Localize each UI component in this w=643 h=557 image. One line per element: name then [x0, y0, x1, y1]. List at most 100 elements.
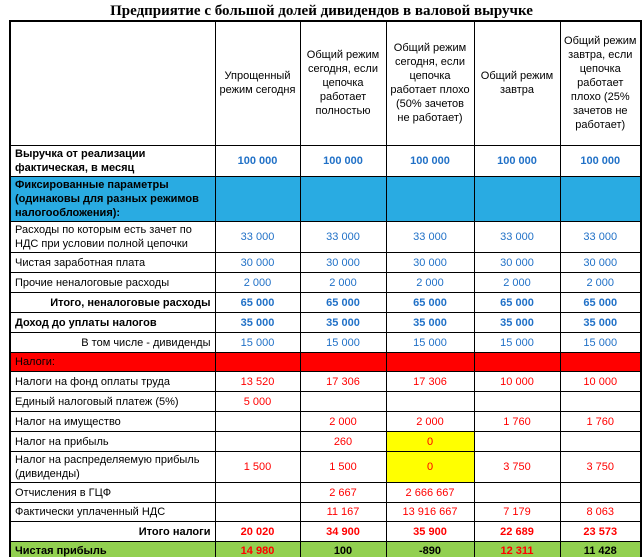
- value-cell: 35 900: [385, 521, 475, 543]
- table-row-property-tax: Налог на имущество 2 000 2 000 1 760 1 7…: [9, 411, 642, 433]
- value-cell: [214, 411, 301, 433]
- value-cell: [473, 482, 561, 504]
- row-label: Чистая заработная плата: [9, 252, 216, 274]
- value-cell: 3 750: [473, 451, 561, 484]
- column-header-general-today-full-chain: Общий режим сегодня, если цепочка работа…: [299, 20, 387, 146]
- data-table: Упрощенный режим сегодня Общий режим сег…: [9, 20, 642, 557]
- value-cell: 65 000: [385, 292, 475, 314]
- value-cell: 35 000: [299, 312, 387, 334]
- value-cell: 35 000: [214, 312, 301, 334]
- value-cell: 15 000: [559, 332, 642, 354]
- value-cell: 35 000: [559, 312, 642, 334]
- value-cell: 2 000: [214, 272, 301, 294]
- table-row-total-nontax-expenses: Итого, неналоговые расходы 65 000 65 000…: [9, 292, 642, 314]
- table-row-revenue: Выручка от реализации фактическая, в мес…: [9, 144, 642, 177]
- row-label: Налог на имущество: [9, 411, 216, 433]
- value-cell: [214, 482, 301, 504]
- value-cell: [299, 391, 387, 413]
- value-cell: 30 000: [385, 252, 475, 274]
- value-cell: 65 000: [559, 292, 642, 314]
- value-cell: 33 000: [473, 220, 561, 254]
- value-cell: 100 000: [559, 144, 642, 177]
- value-cell: 12 311: [473, 541, 561, 557]
- value-cell-highlighted: 0: [385, 451, 475, 484]
- value-cell: 100 000: [214, 144, 301, 177]
- value-cell: 23 573: [559, 521, 642, 543]
- value-cell: 2 666 667: [385, 482, 475, 504]
- value-cell: 17 306: [299, 371, 387, 393]
- value-cell: 22 689: [473, 521, 561, 543]
- column-header-simplified-today: Упрощенный режим сегодня: [214, 20, 301, 146]
- table-row-including-dividends: В том числе - дивиденды 15 000 15 000 15…: [9, 332, 642, 354]
- value-cell: 10 000: [559, 371, 642, 393]
- value-cell: [385, 175, 475, 222]
- value-cell: 15 000: [473, 332, 561, 354]
- value-cell: [473, 391, 561, 413]
- value-cell: 20 020: [214, 521, 301, 543]
- value-cell: 5 000: [214, 391, 301, 413]
- row-label: Итого, неналоговые расходы: [9, 292, 216, 314]
- value-cell: 33 000: [299, 220, 387, 254]
- value-cell: 15 000: [385, 332, 475, 354]
- value-cell: [214, 352, 301, 373]
- value-cell: 260: [299, 431, 387, 453]
- table-row-distributed-profit-tax: Налог на распределяемую прибыль (дивиден…: [9, 451, 642, 484]
- row-label: Доход до уплаты налогов: [9, 312, 216, 334]
- value-cell: [299, 175, 387, 222]
- value-cell: [214, 502, 301, 523]
- value-cell: 2 000: [299, 411, 387, 433]
- value-cell: 100: [299, 541, 387, 557]
- row-label: Единый налоговый платеж (5%): [9, 391, 216, 413]
- row-label: Итого налоги: [9, 521, 216, 543]
- value-cell: [214, 431, 301, 453]
- value-cell: [299, 352, 387, 373]
- value-cell: 35 000: [473, 312, 561, 334]
- value-cell: 3 750: [559, 451, 642, 484]
- table-row-fixed-params-header: Фиксированные параметры (одинаковы для р…: [9, 175, 642, 222]
- table-row-other-nontax-expenses: Прочие неналоговые расходы 2 000 2 000 2…: [9, 272, 642, 294]
- value-cell: 1 500: [299, 451, 387, 484]
- table-row-net-salary: Чистая заработная плата 30 000 30 000 30…: [9, 252, 642, 274]
- value-cell: [559, 482, 642, 504]
- value-cell: 13 520: [214, 371, 301, 393]
- value-cell: 2 000: [385, 411, 475, 433]
- row-label: Налоги на фонд оплаты труда: [9, 371, 216, 393]
- value-cell: 33 000: [559, 220, 642, 254]
- value-cell: 30 000: [214, 252, 301, 274]
- value-cell: 34 900: [299, 521, 387, 543]
- value-cell: 1 760: [473, 411, 561, 433]
- value-cell: 17 306: [385, 371, 475, 393]
- row-label: Фиксированные параметры (одинаковы для р…: [9, 175, 216, 222]
- value-cell: 1 500: [214, 451, 301, 484]
- value-cell: 100 000: [473, 144, 561, 177]
- value-cell: 10 000: [473, 371, 561, 393]
- row-label: Расходы по которым есть зачет по НДС при…: [9, 220, 216, 254]
- value-cell: [473, 352, 561, 373]
- table-row-actually-paid-vat: Фактически уплаченный НДС 11 167 13 916 …: [9, 502, 642, 523]
- value-cell: [385, 391, 475, 413]
- value-cell-highlighted: 0: [385, 431, 475, 453]
- row-label: Налог на распределяемую прибыль (дивиден…: [9, 451, 216, 484]
- column-header-empty: [9, 20, 216, 146]
- table-row-total-taxes: Итого налоги 20 020 34 900 35 900 22 689…: [9, 521, 642, 543]
- value-cell: 2 000: [559, 272, 642, 294]
- row-label: Прочие неналоговые расходы: [9, 272, 216, 294]
- value-cell: 11 428: [559, 541, 642, 557]
- value-cell: 8 063: [559, 502, 642, 523]
- value-cell: 65 000: [299, 292, 387, 314]
- table-row-profit-tax: Налог на прибыль 260 0: [9, 431, 642, 453]
- value-cell: -890: [385, 541, 475, 557]
- value-cell: 15 000: [214, 332, 301, 354]
- table-row-unified-tax-payment: Единый налоговый платеж (5%) 5 000: [9, 391, 642, 413]
- row-label: Выручка от реализации фактическая, в мес…: [9, 144, 216, 177]
- value-cell: 30 000: [473, 252, 561, 274]
- column-header-general-tomorrow-bad-chain: Общий режим завтра, если цепочка работае…: [559, 20, 642, 146]
- value-cell: 2 000: [473, 272, 561, 294]
- row-label: Фактически уплаченный НДС: [9, 502, 216, 523]
- row-label: Отчисления в ГЦФ: [9, 482, 216, 504]
- value-cell: 65 000: [214, 292, 301, 314]
- value-cell: [559, 391, 642, 413]
- value-cell: 100 000: [385, 144, 475, 177]
- value-cell: 2 000: [385, 272, 475, 294]
